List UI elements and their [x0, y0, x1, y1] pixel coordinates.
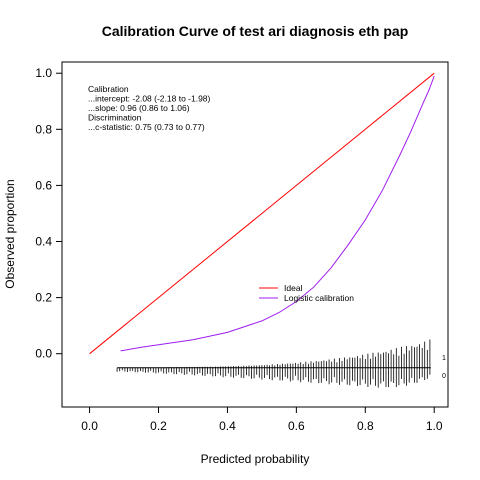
x-tick-label: 1.0	[426, 419, 443, 433]
annotation-calibration: Calibration	[88, 84, 129, 94]
stats-annotation: Calibration ...intercept: -2.08 (-2.18 t…	[88, 84, 211, 132]
legend-ideal-label: Ideal	[284, 283, 303, 293]
rug-plot	[116, 339, 431, 388]
x-tick-label: 0.8	[357, 419, 374, 433]
y-tick-label: 0.6	[35, 178, 52, 192]
axis-ticks: 0.0 0.2 0.4 0.6 0.8 1.0 0.0 0.2 0.4 0.6 0.8 1.0	[35, 66, 443, 433]
ideal-line	[89, 72, 435, 355]
legend-logistic-label: Logistic calibration	[284, 293, 354, 303]
y-axis-title: Observed proportion	[3, 179, 17, 288]
y-tick-label: 1.0	[35, 66, 52, 80]
annotation-slope: ...slope: 0.96 (0.86 to 1.06)	[88, 103, 190, 113]
x-tick-label: 0.2	[150, 419, 167, 433]
annotation-c-statistic: ...c-statistic: 0.75 (0.73 to 0.77)	[88, 122, 205, 132]
plot-border	[61, 61, 449, 408]
x-tick-label: 0.6	[288, 419, 305, 433]
series-lines	[89, 72, 435, 355]
x-axis-title: Predicted probability	[201, 452, 310, 466]
y-tick-label: 0.0	[35, 347, 52, 361]
x-tick-label: 0.0	[81, 419, 98, 433]
y-tick-label: 0.8	[35, 122, 52, 136]
y-tick-label: 0.4	[35, 235, 52, 249]
x-tick-label: 0.4	[219, 419, 236, 433]
rug-events-label: 1	[442, 355, 446, 362]
rug-nonevents-label: 0	[442, 373, 446, 380]
legend: Ideal Logistic calibration	[259, 283, 354, 303]
y-tick-label: 0.2	[35, 291, 52, 305]
annotation-intercept: ...intercept: -2.08 (-2.18 to -1.98)	[88, 94, 211, 104]
logistic-calibration-line	[120, 75, 435, 352]
annotation-discrimination: Discrimination	[88, 113, 142, 123]
chart-title: Calibration Curve of test ari diagnosis …	[102, 23, 409, 39]
